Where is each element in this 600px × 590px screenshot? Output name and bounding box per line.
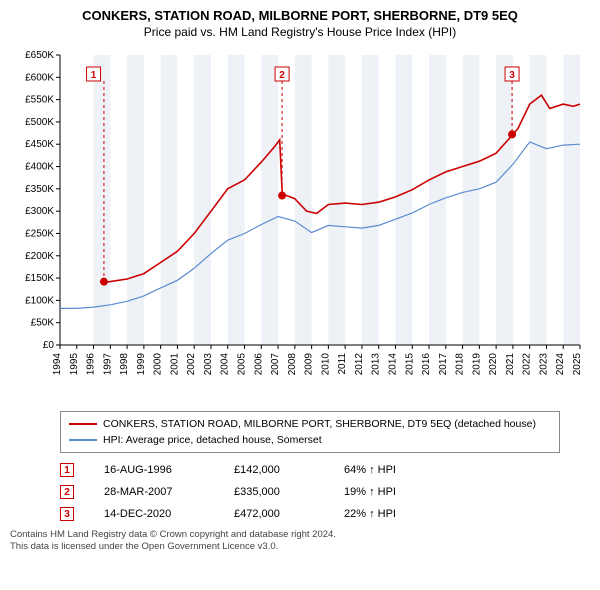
svg-text:1998: 1998 xyxy=(119,353,130,376)
svg-text:2024: 2024 xyxy=(555,353,566,376)
legend-item: CONKERS, STATION ROAD, MILBORNE PORT, SH… xyxy=(69,416,551,432)
svg-text:2004: 2004 xyxy=(220,353,231,376)
svg-text:1999: 1999 xyxy=(136,353,147,376)
svg-text:1994: 1994 xyxy=(52,353,63,376)
sales-table: 1 16-AUG-1996 £142,000 64% ↑ HPI 2 28-MA… xyxy=(60,459,590,525)
svg-text:2013: 2013 xyxy=(371,353,382,376)
sale-date: 16-AUG-1996 xyxy=(104,459,204,481)
svg-text:2010: 2010 xyxy=(320,353,331,376)
svg-text:2016: 2016 xyxy=(421,353,432,376)
svg-text:£0: £0 xyxy=(43,340,55,351)
footnote-line: Contains HM Land Registry data © Crown c… xyxy=(10,529,590,541)
sale-row: 2 28-MAR-2007 £335,000 19% ↑ HPI xyxy=(60,481,590,503)
svg-text:2017: 2017 xyxy=(438,353,449,376)
sale-price: £335,000 xyxy=(234,481,314,503)
svg-text:2003: 2003 xyxy=(203,353,214,376)
svg-text:£400K: £400K xyxy=(25,162,54,173)
chart-svg: £0 £50K £100K £150K £200K £250K £300K £350K £400… xyxy=(10,45,590,405)
legend-label: HPI: Average price, detached house, Some… xyxy=(103,432,322,448)
svg-text:£650K: £650K xyxy=(25,50,54,61)
sale-marker-icon: 2 xyxy=(60,485,74,499)
svg-text:2008: 2008 xyxy=(287,353,298,376)
sale-marker-icon: 3 xyxy=(60,507,74,521)
svg-text:2020: 2020 xyxy=(488,353,499,376)
legend-swatch xyxy=(69,439,97,441)
sale-delta: 19% ↑ HPI xyxy=(344,481,396,503)
svg-text:2: 2 xyxy=(279,70,285,81)
sale-price: £142,000 xyxy=(234,459,314,481)
svg-text:2023: 2023 xyxy=(538,353,549,376)
svg-text:£550K: £550K xyxy=(25,95,54,106)
chart-area: £0 £50K £100K £150K £200K £250K £300K £350K £400… xyxy=(10,45,590,405)
sale-price: £472,000 xyxy=(234,503,314,525)
sale-row: 3 14-DEC-2020 £472,000 22% ↑ HPI xyxy=(60,503,590,525)
svg-text:3: 3 xyxy=(509,70,515,81)
svg-text:2025: 2025 xyxy=(572,353,583,376)
svg-text:2007: 2007 xyxy=(270,353,281,376)
svg-text:2018: 2018 xyxy=(455,353,466,376)
svg-text:1996: 1996 xyxy=(86,353,97,376)
svg-text:2006: 2006 xyxy=(253,353,264,376)
svg-text:1: 1 xyxy=(91,70,97,81)
legend: CONKERS, STATION ROAD, MILBORNE PORT, SH… xyxy=(60,411,560,453)
footnote: Contains HM Land Registry data © Crown c… xyxy=(10,529,590,553)
svg-text:£450K: £450K xyxy=(25,139,54,150)
svg-text:2019: 2019 xyxy=(471,353,482,376)
svg-text:2012: 2012 xyxy=(354,353,365,376)
legend-label: CONKERS, STATION ROAD, MILBORNE PORT, SH… xyxy=(103,416,536,432)
legend-item: HPI: Average price, detached house, Some… xyxy=(69,432,551,448)
svg-text:£50K: £50K xyxy=(31,318,55,329)
svg-text:£350K: £350K xyxy=(25,184,54,195)
svg-text:2014: 2014 xyxy=(387,353,398,376)
svg-text:£200K: £200K xyxy=(25,251,54,262)
svg-text:£250K: £250K xyxy=(25,228,54,239)
chart-subtitle: Price paid vs. HM Land Registry's House … xyxy=(10,25,590,39)
svg-text:1995: 1995 xyxy=(69,353,80,376)
svg-text:2011: 2011 xyxy=(337,353,348,375)
svg-text:2001: 2001 xyxy=(169,353,180,376)
svg-text:2022: 2022 xyxy=(522,353,533,376)
sale-date: 28-MAR-2007 xyxy=(104,481,204,503)
legend-swatch xyxy=(69,423,97,425)
svg-text:£300K: £300K xyxy=(25,206,54,217)
svg-text:2002: 2002 xyxy=(186,353,197,376)
sale-row: 1 16-AUG-1996 £142,000 64% ↑ HPI xyxy=(60,459,590,481)
svg-text:2009: 2009 xyxy=(304,353,315,376)
svg-text:£100K: £100K xyxy=(25,295,54,306)
sale-date: 14-DEC-2020 xyxy=(104,503,204,525)
footnote-line: This data is licensed under the Open Gov… xyxy=(10,541,590,553)
svg-text:2021: 2021 xyxy=(505,353,516,376)
svg-text:2000: 2000 xyxy=(153,353,164,376)
sale-marker-icon: 1 xyxy=(60,463,74,477)
sale-delta: 22% ↑ HPI xyxy=(344,503,396,525)
chart-title: CONKERS, STATION ROAD, MILBORNE PORT, SH… xyxy=(10,8,590,23)
svg-text:2015: 2015 xyxy=(404,353,415,376)
svg-text:1997: 1997 xyxy=(102,353,113,376)
svg-text:£500K: £500K xyxy=(25,117,54,128)
figure-container: CONKERS, STATION ROAD, MILBORNE PORT, SH… xyxy=(0,0,600,559)
svg-text:£150K: £150K xyxy=(25,273,54,284)
svg-text:£600K: £600K xyxy=(25,72,54,83)
sale-delta: 64% ↑ HPI xyxy=(344,459,396,481)
svg-text:2005: 2005 xyxy=(237,353,248,376)
